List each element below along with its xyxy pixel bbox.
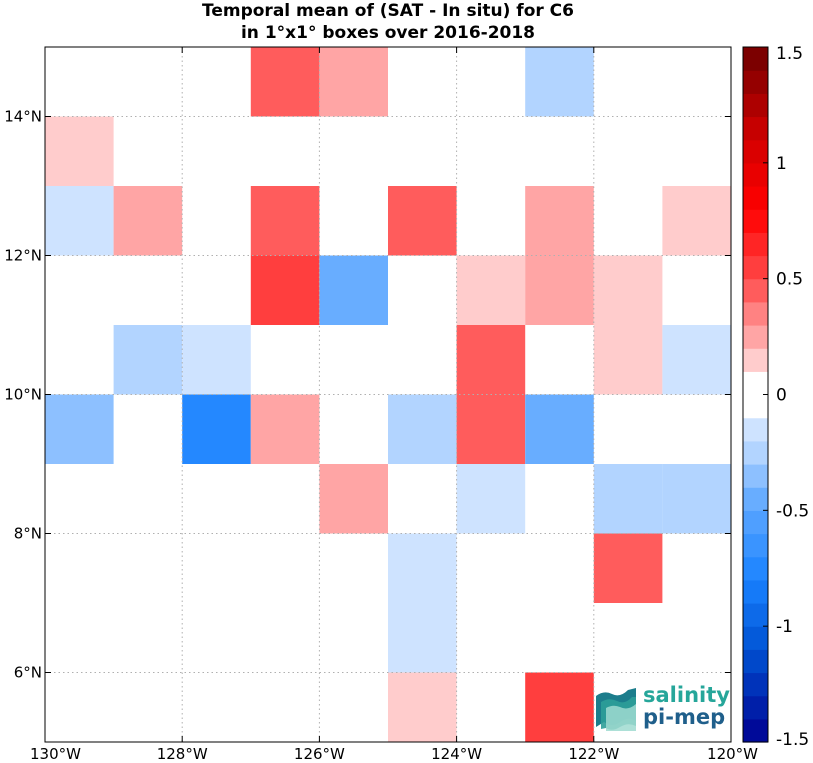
x-tick-label: 130°W <box>30 745 81 763</box>
colorbar-swatches <box>743 47 768 743</box>
x-tick-label: 128°W <box>157 745 208 763</box>
x-axis: 130°W 128°W 126°W 124°W 122°W 120°W <box>30 47 758 763</box>
heatmap-cell <box>45 186 114 256</box>
y-tick-label: 14°N <box>4 108 42 126</box>
heatmap-cell <box>182 394 251 464</box>
colorbar-swatch <box>743 417 768 442</box>
colorbar-tick-label: -1 <box>776 617 793 637</box>
heatmap-cell <box>525 186 594 256</box>
colorbar-tick-label: 1 <box>776 154 787 174</box>
heatmap-cells <box>45 47 731 742</box>
colorbar-swatch <box>743 533 768 558</box>
heatmap-cell <box>250 186 320 256</box>
heatmap-cell <box>388 186 457 256</box>
x-tick-label: 122°W <box>568 745 619 763</box>
colorbar-swatch <box>743 371 768 396</box>
heatmap-cell <box>319 255 388 325</box>
heatmap-cell <box>182 325 251 395</box>
colorbar-swatch <box>743 603 768 627</box>
wave-logo-icon <box>596 688 636 731</box>
colorbar: 1.5 1 0.5 0 -0.5 -1 -1.5 <box>742 44 809 750</box>
heatmap-cell <box>45 116 114 186</box>
colorbar-swatch <box>743 579 768 604</box>
heatmap-cell <box>456 394 526 464</box>
colorbar-tick-label: -1.5 <box>776 730 809 750</box>
colorbar-swatch <box>743 672 768 697</box>
heatmap-cell <box>250 255 320 325</box>
y-tick-label: 6°N <box>14 664 42 682</box>
colorbar-tick-label: 1.5 <box>776 44 803 64</box>
heatmap-cell <box>525 255 594 325</box>
colorbar-swatch <box>743 440 768 465</box>
colorbar-swatch <box>743 232 768 257</box>
x-tick-label: 126°W <box>294 745 345 763</box>
y-axis: 6°N 8°N 10°N 12°N 14°N <box>4 108 731 682</box>
heatmap-cell <box>525 672 594 742</box>
heatmap-cell <box>388 603 457 673</box>
colorbar-swatch <box>743 139 768 164</box>
salinity-pi-mep-logo: salinity pi-mep <box>596 683 730 731</box>
heatmap-cell <box>525 47 594 117</box>
heatmap-cell <box>593 255 663 325</box>
colorbar-tick-label: 0 <box>776 386 787 406</box>
heatmap-cell <box>593 533 663 603</box>
chart-subtitle: in 1°x1° boxes over 2016-2018 <box>241 23 535 43</box>
colorbar-swatch <box>743 325 768 349</box>
colorbar-swatch <box>743 255 768 280</box>
colorbar-swatch <box>743 626 768 650</box>
colorbar-swatch <box>743 70 768 94</box>
heatmap-cell <box>525 394 594 464</box>
colorbar-swatch <box>743 116 768 141</box>
colorbar-tick-label: 0.5 <box>776 270 803 290</box>
heatmap-cell <box>388 394 457 464</box>
colorbar-swatch <box>743 510 768 535</box>
colorbar-swatch <box>743 93 768 118</box>
heatmap-cell <box>113 186 183 256</box>
colorbar-swatch <box>743 348 768 372</box>
logo-text-salinity: salinity <box>643 683 730 707</box>
colorbar-swatch <box>743 718 768 743</box>
heatmap-cell <box>388 533 457 603</box>
heatmap-cell <box>456 464 526 534</box>
colorbar-swatch <box>743 301 768 326</box>
colorbar-swatch <box>743 464 768 488</box>
x-tick-label: 120°W <box>707 745 758 763</box>
heatmap-cell <box>662 464 731 534</box>
heatmap-cell <box>456 325 526 395</box>
heatmap-cell <box>456 255 526 325</box>
heatmap-cell <box>593 325 663 395</box>
colorbar-swatch <box>743 556 768 581</box>
heatmap-cell <box>319 47 388 117</box>
y-tick-label: 8°N <box>14 525 42 543</box>
heatmap-cell <box>319 464 388 534</box>
colorbar-swatch <box>743 278 768 303</box>
plot-area: salinity pi-mep 130°W 128°W 126°W 124°W 122°… <box>4 46 758 763</box>
heatmap-cell <box>662 186 731 256</box>
chart-title: Temporal mean of (SAT - In situ) for C6 <box>202 1 574 21</box>
y-tick-label: 12°N <box>4 247 42 265</box>
colorbar-swatch <box>743 649 768 674</box>
heatmap-cell <box>593 464 663 534</box>
colorbar-tick-label: -0.5 <box>776 501 809 521</box>
colorbar-swatch <box>743 47 768 71</box>
heatmap-cell <box>113 325 183 395</box>
colorbar-swatch <box>743 394 768 419</box>
colorbar-swatch <box>743 162 768 187</box>
colorbar-swatch <box>743 695 768 720</box>
heatmap-cell <box>662 325 731 395</box>
colorbar-ticks: 1.5 1 0.5 0 -0.5 -1 -1.5 <box>763 44 809 750</box>
colorbar-swatch <box>743 487 768 511</box>
colorbar-swatch <box>743 186 768 210</box>
heatmap-cell <box>45 394 114 464</box>
heatmap-cell <box>250 47 320 117</box>
x-tick-label: 124°W <box>431 745 482 763</box>
heatmap-cell <box>388 672 457 742</box>
logo-text-pi-mep: pi-mep <box>643 705 725 729</box>
heatmap-cell <box>250 394 320 464</box>
colorbar-swatch <box>743 209 768 233</box>
y-tick-label: 10°N <box>4 386 42 404</box>
